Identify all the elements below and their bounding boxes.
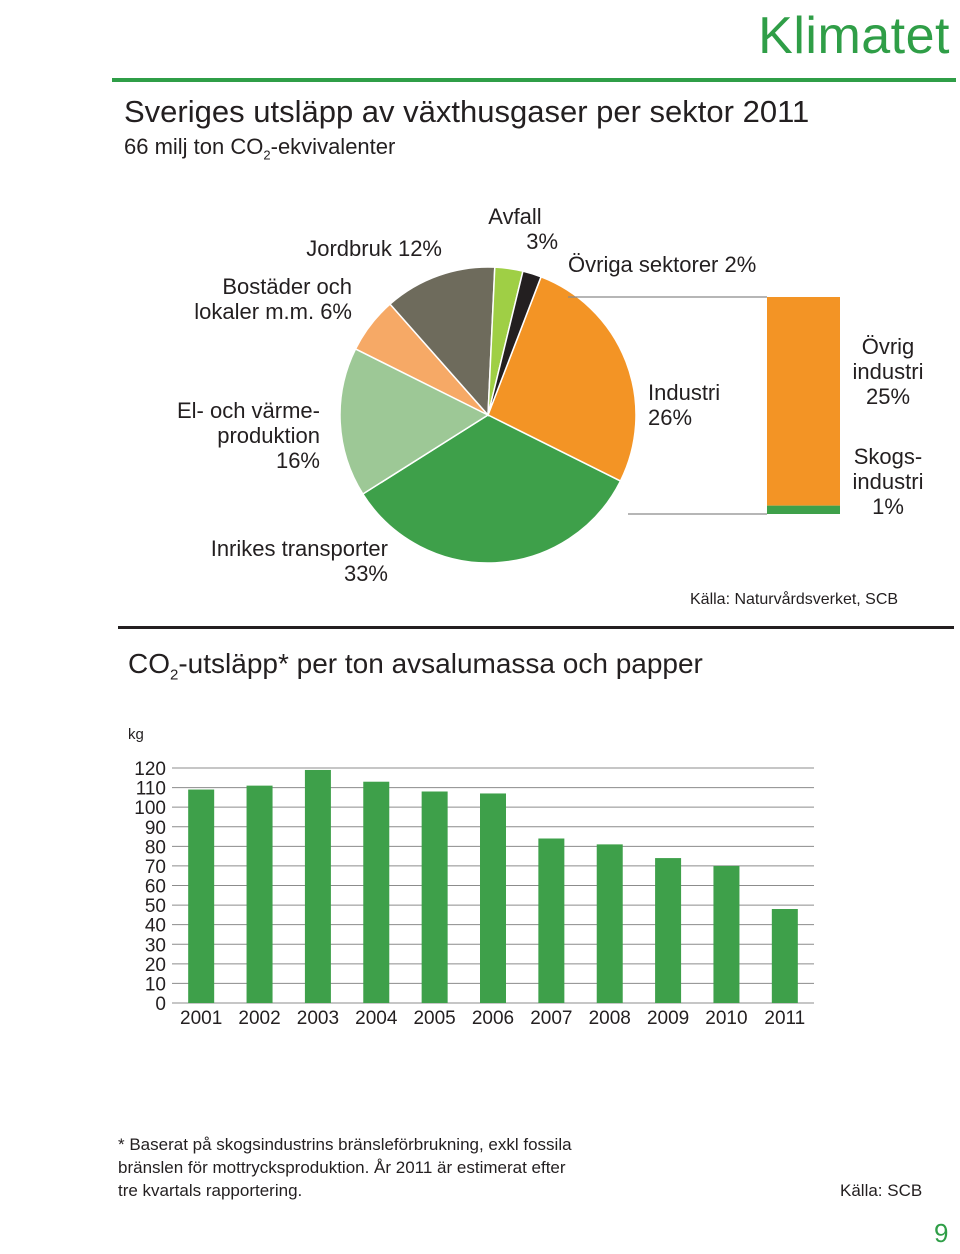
- y-tick-label: 30: [145, 935, 166, 956]
- bar-2009: [655, 858, 682, 1003]
- y-tick-label: 120: [134, 759, 166, 780]
- x-tick-label: 2008: [589, 1008, 631, 1029]
- y-tick-label: 80: [145, 837, 166, 858]
- sector-pie-chart: [339, 266, 840, 564]
- bar-2001: [188, 789, 215, 1003]
- y-tick-label: 20: [145, 955, 166, 976]
- y-tick-label: 60: [145, 877, 166, 898]
- y-tick-label: 110: [136, 779, 166, 800]
- y-tick-label: 100: [134, 798, 166, 819]
- label-ovrig-industri: Övrig industri 25%: [852, 334, 924, 409]
- x-tick-label: 2011: [764, 1008, 805, 1029]
- pie-slice-0: [487, 275, 637, 483]
- pie-label-bostader: Bostäder och lokaler m.m. 6%: [194, 274, 352, 324]
- pie-slice-2: [339, 347, 490, 496]
- bar-2004: [363, 781, 390, 1003]
- label-skogsindustri: Skogs- industri 1%: [852, 444, 924, 519]
- pie-chart-title: Sveriges utsläpp av växthusgaser per sek…: [124, 94, 810, 129]
- bar-2008: [596, 844, 623, 1004]
- x-tick-label: 2002: [238, 1008, 280, 1029]
- bar-2003: [304, 769, 331, 1003]
- y-axis-unit: kg: [128, 726, 144, 743]
- pie-label-industri: Industri 26%: [648, 380, 721, 430]
- bar-source: Källa: SCB: [840, 1181, 923, 1200]
- x-tick-label: 2009: [647, 1008, 689, 1029]
- bar-chart-title: CO2-utsläpp* per ton avsalumassa och pap…: [128, 648, 703, 684]
- y-tick-label: 10: [145, 974, 166, 995]
- y-tick-label: 70: [145, 857, 166, 878]
- bar-2007: [538, 838, 565, 1003]
- x-tick-label: 2005: [413, 1008, 455, 1029]
- x-tick-label: 2010: [705, 1008, 747, 1029]
- y-tick-label: 90: [145, 818, 166, 839]
- bar-2006: [480, 793, 506, 1003]
- page-number: 9: [934, 1218, 949, 1248]
- industri-breakdown-segment-0: [767, 297, 840, 506]
- pie-slice-1: [361, 414, 622, 564]
- pie-label-el-varme: El- och värme- produktion 16%: [176, 398, 320, 473]
- pie-chart-subtitle: 66 milj ton CO2-ekvivalenter: [124, 134, 396, 163]
- x-tick-label: 2007: [530, 1008, 572, 1029]
- pie-label-avfall: Avfall 3%: [488, 204, 558, 254]
- x-tick-label: 2006: [472, 1008, 514, 1029]
- bar-2010: [713, 865, 740, 1003]
- pie-source: Källa: Naturvårdsverket, SCB: [690, 591, 899, 608]
- pie-label-transporter: Inrikes transporter 33%: [210, 536, 388, 586]
- pie-slice-4: [388, 266, 496, 417]
- x-tick-label: 2004: [355, 1008, 398, 1029]
- header-divider: [112, 78, 956, 82]
- bar-2002: [246, 785, 273, 1004]
- x-tick-label: 2001: [180, 1008, 222, 1029]
- footnote: * Baserat på skogsindustrins bränsleförb…: [118, 1135, 572, 1200]
- y-tick-label: 40: [145, 916, 166, 937]
- y-tick-label: 50: [145, 896, 166, 917]
- bar-2005: [421, 791, 448, 1003]
- y-tick-label: 0: [155, 994, 166, 1015]
- pie-label-ovriga: Övriga sektorer 2%: [568, 252, 757, 277]
- x-tick-label: 2003: [297, 1008, 339, 1029]
- pie-slice-6: [487, 270, 543, 416]
- bar-2011: [771, 909, 798, 1003]
- industri-breakdown-segment-1: [767, 505, 840, 514]
- section-divider: [118, 626, 954, 629]
- pie-label-jordbruk: Jordbruk 12%: [306, 236, 442, 261]
- section-title: Klimatet: [758, 7, 950, 65]
